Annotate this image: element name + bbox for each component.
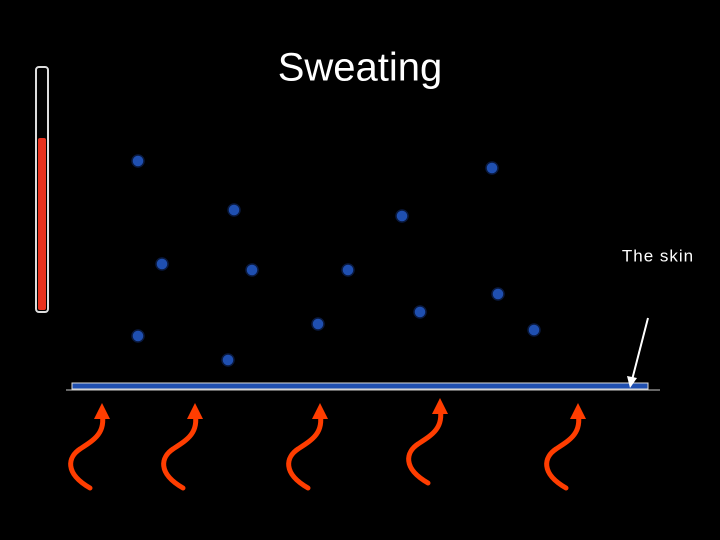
skin-label: The skin (622, 246, 694, 265)
molecules (131, 154, 541, 367)
pointer (627, 317, 649, 388)
thermometer (35, 66, 49, 313)
skin (66, 382, 660, 391)
title: Sweating (278, 46, 443, 90)
